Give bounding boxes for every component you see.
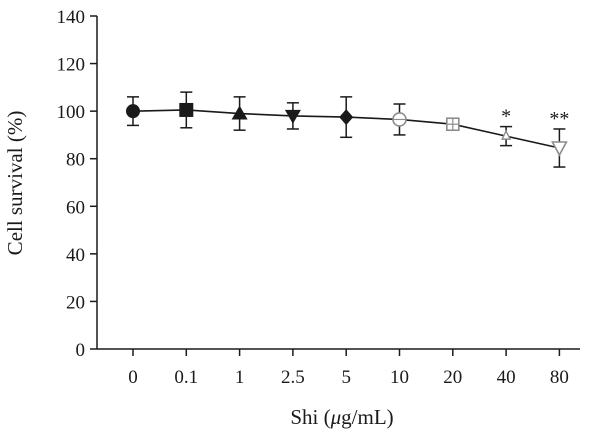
- axes: [96, 16, 580, 350]
- x-tick-label: 20: [443, 367, 462, 388]
- y-tick-label: 140: [57, 7, 86, 28]
- x-tick-label: 2.5: [281, 367, 305, 388]
- tick-marks-and-labels: 0 20 40 60 80 100 120 140 0 0.1 1 2.5 5 10 20 40 80: [57, 7, 569, 388]
- x-tick-label: 1: [235, 367, 245, 388]
- y-tick-label: 0: [76, 340, 86, 361]
- data-point-marker: [500, 129, 512, 140]
- data-point: [179, 102, 194, 117]
- data-point-marker: [179, 102, 194, 117]
- x-tick-label: 10: [390, 367, 409, 388]
- y-tick-label: 60: [66, 197, 85, 218]
- y-axis-title: Cell survival (%): [3, 111, 27, 256]
- data-point-marker: [339, 109, 354, 126]
- significance-label: *: [501, 106, 511, 128]
- data-point: [284, 109, 301, 124]
- data-point: [231, 105, 248, 120]
- x-tick-label: 0: [128, 367, 138, 388]
- x-axis-title: Shi (μg/mL): [290, 405, 393, 429]
- data-point: [392, 112, 407, 127]
- data-point: [500, 129, 512, 140]
- x-tick-label: 5: [341, 367, 351, 388]
- data-point-marker: [126, 104, 140, 119]
- data-point: [551, 141, 568, 157]
- x-tick-label: 0.1: [174, 367, 198, 388]
- y-tick-label: 100: [57, 102, 86, 123]
- x-tick-label: 40: [497, 367, 516, 388]
- significance-label: **: [549, 108, 569, 130]
- data-point-marker: [231, 105, 248, 120]
- data-point: [339, 109, 354, 126]
- y-tick-label: 40: [66, 245, 85, 266]
- y-tick-label: 80: [66, 150, 85, 171]
- y-tick-label: 20: [66, 292, 85, 313]
- x-tick-label: 80: [550, 367, 569, 388]
- data-point: [126, 104, 140, 119]
- data-point-marker: [284, 109, 301, 124]
- data-point-marker: [551, 141, 568, 157]
- data-point: [445, 117, 460, 132]
- data-series: * **: [126, 91, 569, 168]
- y-tick-label: 120: [57, 55, 86, 76]
